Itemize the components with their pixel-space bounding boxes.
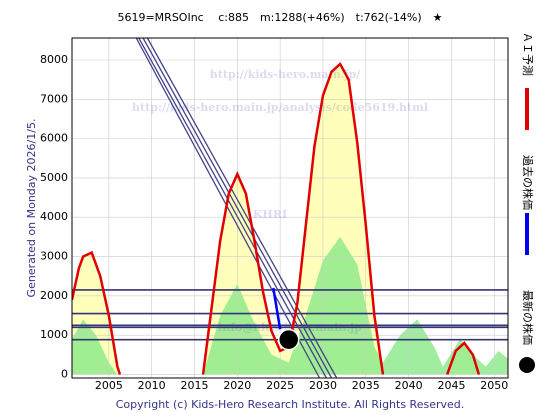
y-tick-label: 3000 [40, 250, 68, 263]
y-tick-label: 7000 [40, 92, 68, 105]
watermark: http://kids-hero.main.jp/ [210, 68, 361, 81]
price-line [446, 341, 481, 375]
x-tick-label: 2030 [309, 379, 337, 392]
plot-background [72, 38, 508, 378]
trend-line [135, 38, 321, 378]
x-tick-label: 2040 [395, 379, 423, 392]
x-tick-label: 2015 [180, 379, 208, 392]
latest-price [277, 328, 300, 351]
x-tick-label: 2025 [266, 379, 294, 392]
price-line [72, 250, 122, 375]
x-tick-label: 2020 [223, 379, 251, 392]
watermark: KHRI [253, 208, 287, 221]
generated-note: Generated on Monday 2026/1/5. [25, 119, 38, 298]
plot-area: http://kids-hero.main.jp/http://kids-her… [72, 38, 508, 378]
legend-marker [519, 357, 535, 373]
trend-line [146, 38, 338, 378]
x-tick-label: 2035 [352, 379, 380, 392]
green-area [203, 236, 508, 375]
x-tick-label: 2045 [437, 379, 465, 392]
copyright: Copyright (c) Kids-Hero Research Institu… [116, 398, 465, 411]
y-tick-label: 6000 [40, 132, 68, 145]
y-tick-label: 2000 [40, 289, 68, 302]
legend-label: ＡＩ予測 [521, 32, 535, 76]
x-tick-label: 2010 [138, 379, 166, 392]
trend-line [142, 38, 333, 378]
y-tick-label: 8000 [40, 53, 68, 66]
y-tick-label: 4000 [40, 210, 68, 223]
legend-label: 最新の株価 [521, 290, 535, 345]
plot-frame [71, 37, 509, 379]
chart-title: 5619=MRSOInc c:885 m:1288(+46%) t:762(-1… [117, 11, 442, 24]
x-tick-label: 2005 [95, 379, 123, 392]
y-tick-label: 0 [61, 367, 68, 380]
trend-line [138, 38, 327, 378]
price-line [272, 287, 282, 330]
x-tick-label: 2050 [480, 379, 508, 392]
legend-label: 過去の株価 [521, 155, 535, 210]
y-tick-label: 5000 [40, 171, 68, 184]
y-tick-label: 1000 [40, 328, 68, 341]
price-line [201, 61, 385, 375]
green-area [72, 319, 118, 375]
